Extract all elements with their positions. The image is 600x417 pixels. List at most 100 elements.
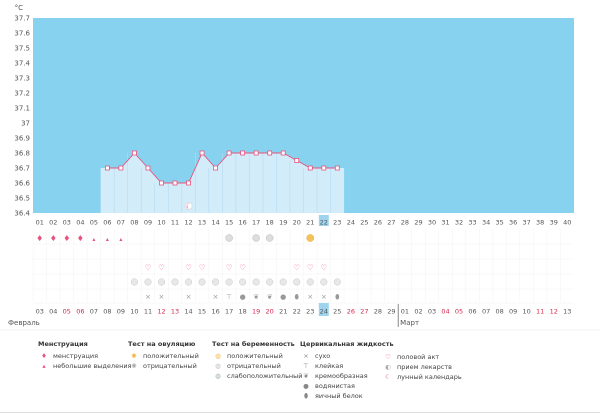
menstruation-marker: ♦ [77,234,84,243]
date-label: 08 [103,308,111,316]
cycle-day-label: 12 [184,219,192,227]
y-tick-label: 36.7 [14,165,30,173]
cycle-day-label: 16 [238,219,246,227]
cycle-day-label: 40 [563,219,571,227]
medication-marker [279,278,287,286]
medication-marker [333,278,341,286]
heart-icon: ♡ [385,353,391,361]
legend-fluid-item: яичный белок [315,392,363,400]
cycle-day-label: 24 [347,219,355,227]
cycle-day-label: 18 [266,219,274,227]
temperature-point [321,165,327,171]
intercourse-marker: ♡ [145,263,152,272]
egg-white-icon: ⬮ [303,392,309,400]
legend-pregnancy: Тест на беременность ◍ положительный ◍ отр… [212,340,303,381]
legend-ovulation-item: отрицательный [143,362,197,370]
legend-other-item: половой акт [397,353,440,361]
date-label: 17 [225,308,233,316]
temperature-point [145,165,151,171]
date-label: 05 [63,308,71,316]
temperature-point [132,150,137,156]
y-tick-label: 36.6 [14,180,30,188]
cycle-day-label: 32 [455,219,463,227]
pregnancy-positive-icon: ◍ [215,352,221,360]
legend-fluid: Цервикальная жидкость × сухо ⊤ клейкая ❦ кр… [300,340,394,401]
date-label: 10 [130,308,138,316]
cycle-day-label: 31 [441,219,449,227]
cycle-day-label: 11 [171,219,179,227]
date-label: 28 [374,308,382,316]
legend-ovulation-title: Тест на овуляцию [128,340,196,348]
fluid-marker: ● [240,293,246,301]
temperature-point [253,150,259,156]
medication-marker [130,278,138,286]
ovulation-negative-marker [252,234,260,242]
fluid-marker: ⬮ [295,293,300,301]
medication-marker [293,278,301,286]
cycle-day-label: 36 [509,219,517,227]
date-label: 29 [387,308,395,316]
temperature-point [280,150,286,156]
fluid-marker: ❦ [253,293,259,301]
date-label: 11 [144,308,152,316]
cycle-day-label: 07 [117,219,125,227]
cycle-day-label: 26 [374,219,382,227]
menstruation-icon: ♦ [41,352,47,360]
spotting-marker: ▴ [119,236,122,243]
fluid-marker: ⬮ [335,293,340,301]
date-label: 10 [523,308,531,316]
date-label: 19 [252,308,260,316]
date-label: 25 [333,308,341,316]
intercourse-marker: ♡ [199,263,206,272]
pregnancy-negative-icon: ◍ [215,362,221,370]
y-tick-label: 37.5 [14,45,30,53]
ovulation-negative-marker [225,234,233,242]
medication-marker [198,278,206,286]
month-label: Март [400,319,419,327]
legend-pregnancy-title: Тест на беременность [212,340,295,348]
footer-divider [0,412,600,413]
y-tick-label: 37.3 [14,75,30,83]
spotting-marker: ▴ [106,236,109,243]
date-label: 14 [184,308,192,316]
y-tick-label: 37.1 [14,105,30,113]
medication-marker [252,278,260,286]
cycle-day-label: 22 [320,219,328,227]
y-tick-label: 36.4 [14,210,30,218]
moon-icon: ☾ [385,373,391,381]
month-label: Февраль [8,319,40,327]
menstruation-marker: ♦ [63,234,70,243]
temperature-point [104,165,110,171]
date-label: 03 [36,308,44,316]
date-label: 16 [211,308,219,316]
date-label: 11 [536,308,544,316]
moon-icon: ☾ [185,203,191,211]
date-label: 09 [509,308,517,316]
cycle-day-label: 28 [401,219,409,227]
temperature-point [159,180,164,186]
pill-icon: ◐ [385,363,391,371]
intercourse-marker: ♡ [185,263,192,272]
cycle-day-label: 05 [90,219,98,227]
water-drop-icon: ● [303,382,309,390]
medication-marker [239,278,247,286]
date-label: 12 [550,308,558,316]
fluid-marker: × [159,293,165,301]
date-label: 07 [90,308,98,316]
date-label: 21 [279,308,287,316]
current-day-highlight [318,215,329,226]
medication-marker [171,278,179,286]
legend-fluid-item: кремообразная [315,372,368,380]
cycle-day-label: 04 [76,219,84,227]
cycle-day-label: 25 [360,219,368,227]
y-tick-label: 37.7 [14,15,30,23]
medication-marker [266,278,274,286]
legend-menses: Менструация ♦ менструация ▴ небольшие выде… [38,340,131,371]
dry-icon: × [303,352,309,360]
temperature-point [226,150,232,156]
intercourse-marker: ♡ [158,263,165,272]
date-label: 13 [171,308,179,316]
date-label: 20 [266,308,274,316]
cycle-day-label: 29 [414,219,422,227]
